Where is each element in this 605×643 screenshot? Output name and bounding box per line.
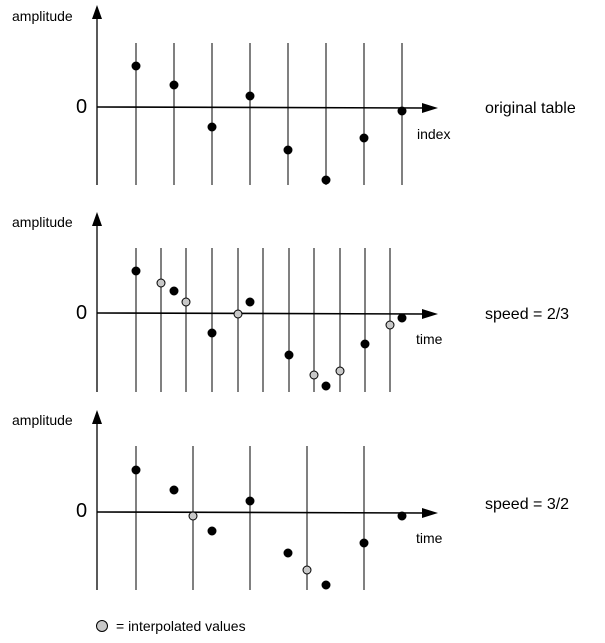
interpolated-value-symbol: [96, 620, 108, 632]
sample-point-slow-7: [245, 297, 255, 307]
sample-point-original-4: [245, 91, 255, 101]
horizontal-axis-arrow-original: [422, 103, 438, 113]
interpolated-point-slow-11: [335, 366, 345, 376]
amplitude-axis-arrow-original: [92, 5, 102, 19]
legend-label: = interpolated values: [116, 618, 246, 634]
amplitude-axis-arrow-slow: [92, 212, 102, 226]
sample-point-slow-12: [360, 339, 370, 349]
panel-title-original-table: original table: [485, 100, 576, 117]
panel-title-speed-2-3: speed = 2/3: [485, 306, 570, 323]
axis-label-time-fast: time: [416, 530, 443, 546]
horizontal-axis-fast: [96, 511, 425, 514]
sample-point-fast-1: [131, 465, 141, 475]
interpolated-point-slow-9: [309, 370, 319, 380]
sample-point-fast-8: [321, 580, 331, 590]
panel-title-speed-3-2: speed = 3/2: [485, 496, 570, 513]
sample-point-original-8: [397, 106, 407, 116]
sample-point-fast-2: [169, 485, 179, 495]
amplitude-label-slow: amplitude: [12, 214, 73, 230]
sample-point-slow-5: [207, 328, 217, 338]
interpolated-point-slow-6: [233, 309, 243, 319]
horizontal-axis-arrow-slow: [422, 309, 438, 319]
zero-label-slow: 0: [76, 302, 88, 324]
horizontal-axis-slow: [96, 312, 425, 315]
sample-point-original-7: [359, 133, 369, 143]
interpolated-point-fast-7: [302, 565, 312, 575]
interpolated-point-slow-4: [181, 297, 191, 307]
sample-point-slow-3: [169, 286, 179, 296]
sample-point-fast-10: [397, 511, 407, 521]
sample-point-slow-8: [284, 350, 294, 360]
axis-label-time-slow: time: [416, 331, 443, 347]
sample-point-slow-10: [321, 381, 331, 391]
sample-point-fast-9: [359, 538, 369, 548]
horizontal-axis-original: [96, 106, 425, 109]
sample-point-original-6: [321, 175, 331, 185]
zero-label-fast: 0: [76, 500, 88, 522]
sample-point-original-3: [207, 122, 217, 132]
amplitude-axis-arrow-fast: [92, 410, 102, 424]
zero-label-original: 0: [76, 96, 88, 118]
sample-point-fast-5: [245, 496, 255, 506]
sample-point-original-2: [169, 80, 179, 90]
interpolated-point-fast-3: [188, 511, 198, 521]
axis-label-index: index: [417, 126, 451, 142]
amplitude-label-original: amplitude: [12, 8, 73, 24]
sample-point-fast-6: [283, 548, 293, 558]
sample-point-fast-4: [207, 526, 217, 536]
sample-point-original-1: [131, 61, 141, 71]
sample-point-original-5: [283, 145, 293, 155]
legend: = interpolated values: [96, 618, 246, 634]
interpolated-point-slow-13: [385, 320, 395, 330]
sample-point-slow-1: [131, 266, 141, 276]
sample-point-slow-14: [397, 313, 407, 323]
amplitude-label-fast: amplitude: [12, 412, 73, 428]
horizontal-axis-arrow-fast: [422, 508, 438, 518]
interpolated-point-slow-2: [156, 278, 166, 288]
